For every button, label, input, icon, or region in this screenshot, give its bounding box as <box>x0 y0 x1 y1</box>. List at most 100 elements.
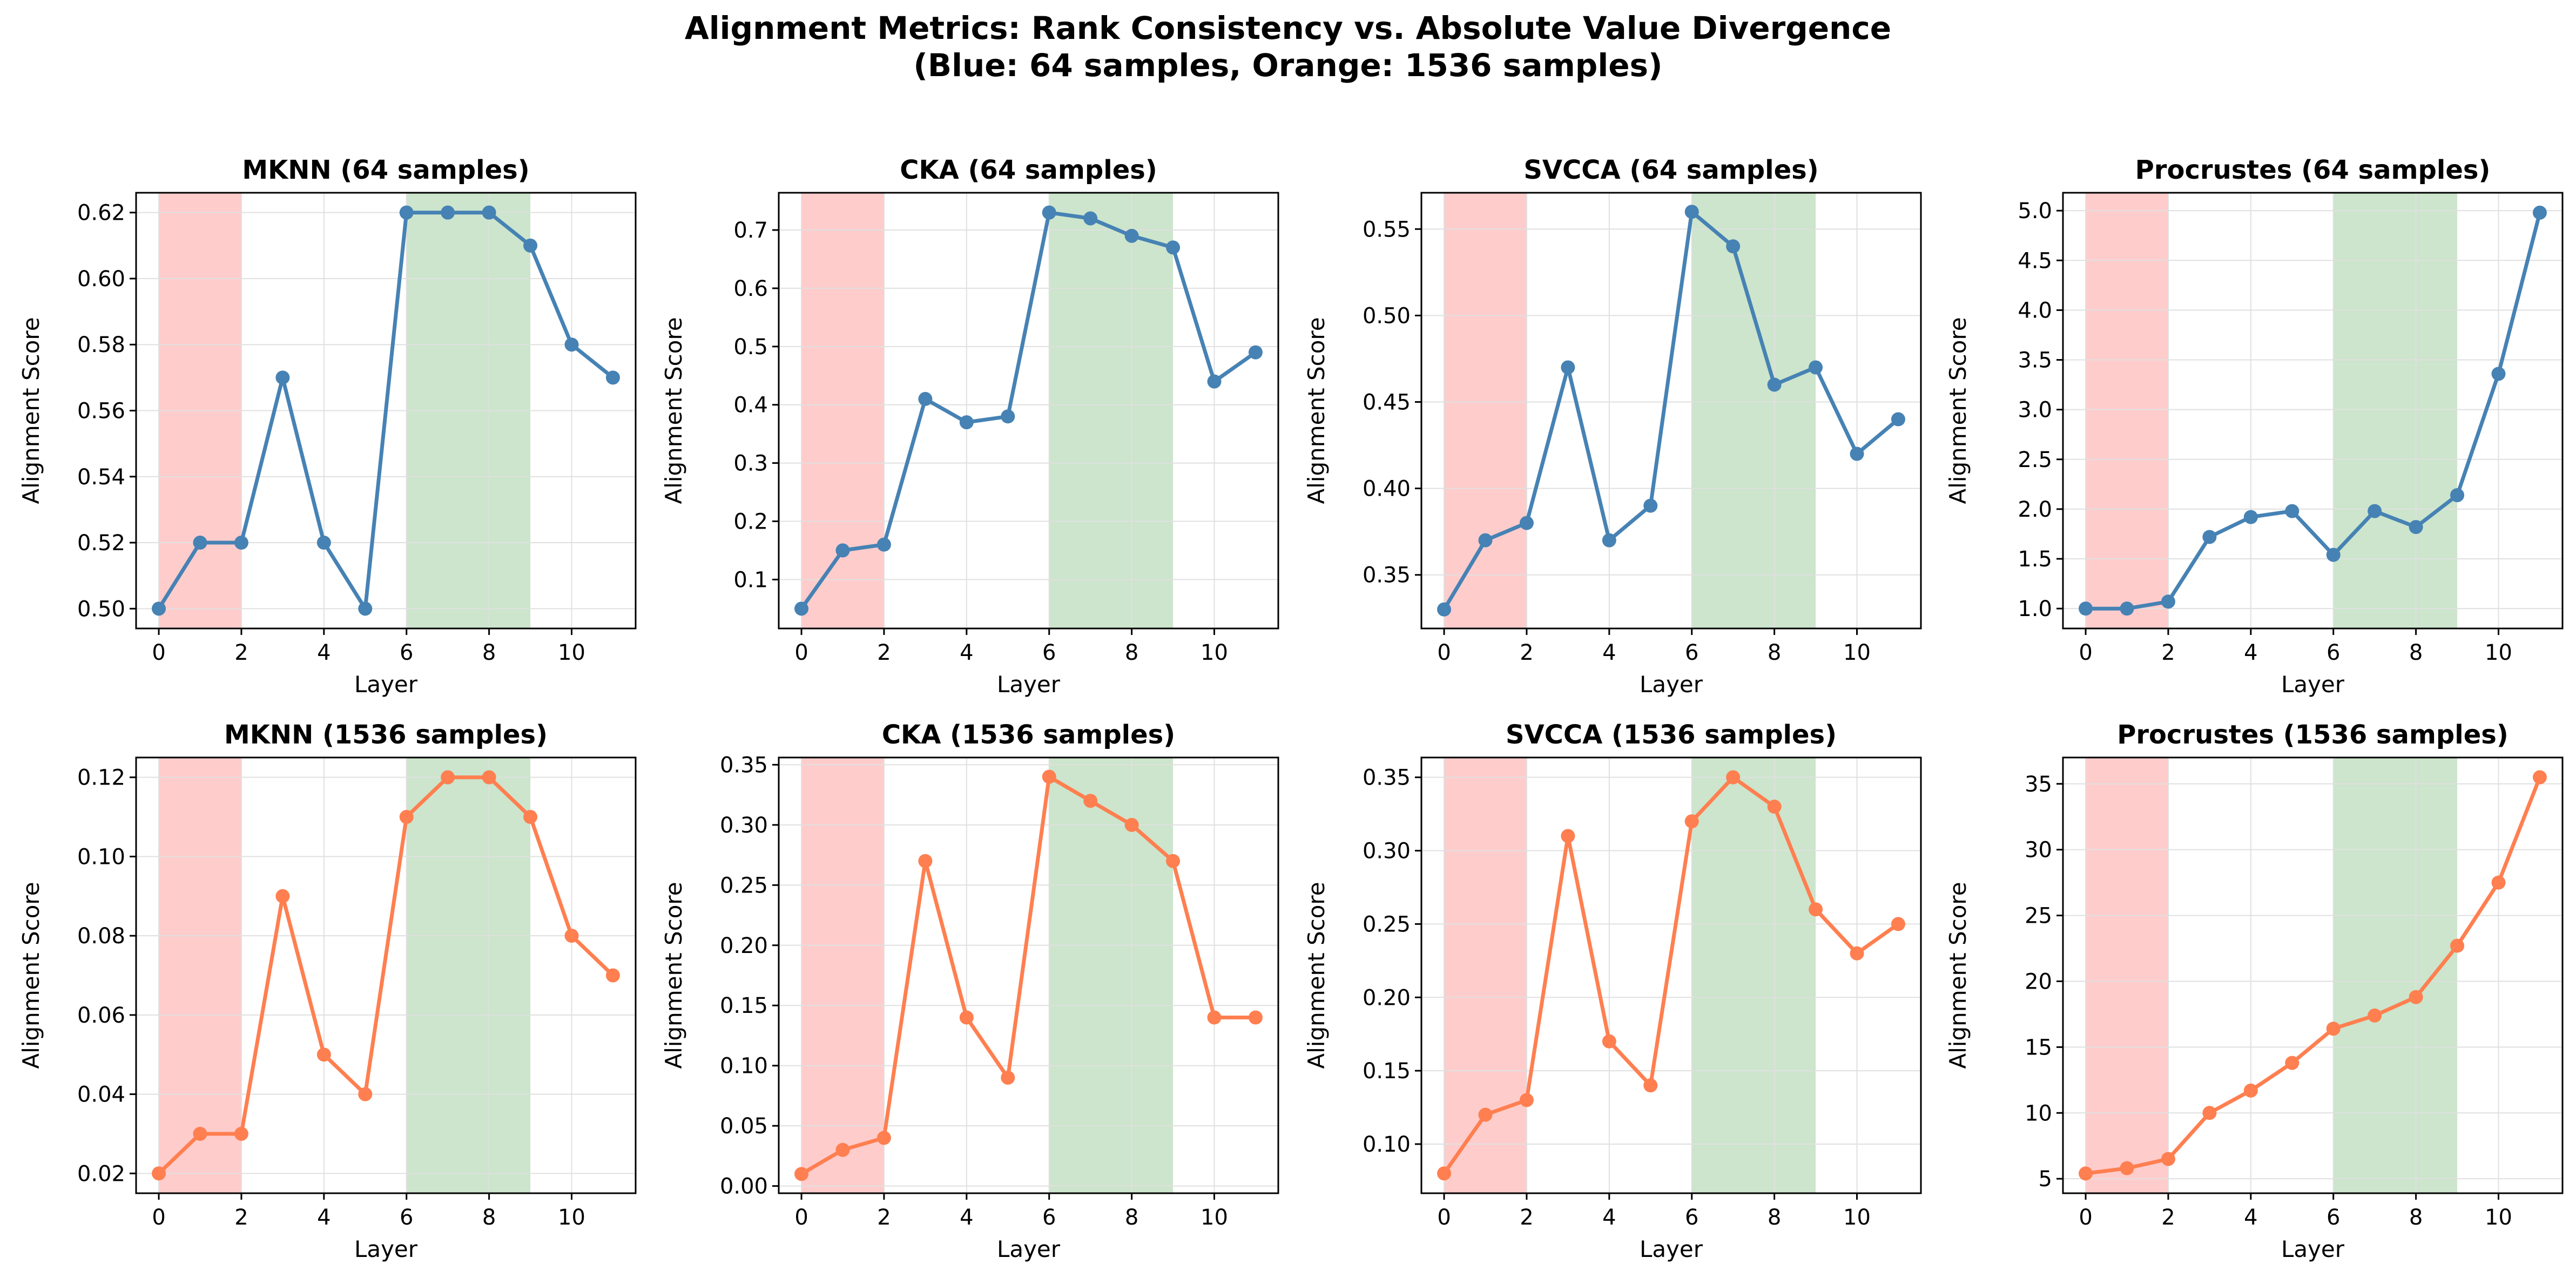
y-axis-label: Alignment Score <box>660 317 687 504</box>
y-tick-label: 0.62 <box>77 201 125 226</box>
subplot-title: SVCCA (1536 samples) <box>1506 720 1837 750</box>
x-tick-label: 0 <box>152 640 165 665</box>
data-point <box>1207 374 1222 389</box>
x-tick-label: 4 <box>1602 640 1616 665</box>
y-tick-label: 5 <box>2039 1167 2052 1192</box>
x-tick-label: 2 <box>2161 640 2175 665</box>
x-tick-label: 8 <box>1768 1205 1781 1230</box>
x-tick-label: 10 <box>558 640 585 665</box>
y-tick-label: 35 <box>2025 772 2052 797</box>
subplot: 0 2 4 6 8 10 0.10 0.15 0.20 0.25 0.30 0.35 SVCCA (15… <box>1303 720 1922 1262</box>
y-tick-label: 0.00 <box>720 1174 768 1199</box>
y-tick-label: 0.7 <box>733 218 768 243</box>
x-tick-label: 10 <box>1843 1205 1871 1230</box>
data-point <box>2161 1152 2175 1166</box>
x-tick-label: 0 <box>1437 1205 1451 1230</box>
series-line <box>1442 775 1900 1175</box>
data-point <box>1437 1166 1452 1181</box>
x-axis-label: Layer <box>2281 671 2345 698</box>
x-tick-label: 6 <box>1042 1205 1056 1230</box>
shaded-region-red <box>2086 758 2168 1193</box>
data-point <box>1602 1034 1616 1049</box>
data-point <box>1809 902 1823 917</box>
x-tick-label: 2 <box>877 1205 891 1230</box>
data-point <box>2368 504 2382 518</box>
data-point <box>399 205 414 220</box>
x-axis-label: Layer <box>997 671 1061 698</box>
x-tick-label: 6 <box>1685 640 1698 665</box>
data-point <box>1124 817 1139 832</box>
data-point <box>1767 377 1782 392</box>
y-tick-label: 0.58 <box>77 333 125 357</box>
x-tick-label: 4 <box>2244 1205 2257 1230</box>
data-point <box>523 238 538 253</box>
x-axis-label: Layer <box>1640 1236 1703 1262</box>
data-point <box>1042 205 1056 220</box>
axes-frame <box>1420 192 1922 630</box>
subplot-title: MKNN (64 samples) <box>242 155 529 185</box>
shaded-region-green <box>1049 758 1174 1193</box>
data-point <box>358 601 373 616</box>
x-tick-label: 10 <box>558 1205 585 1230</box>
data-point <box>1684 205 1699 219</box>
data-point <box>918 854 933 868</box>
data-point <box>234 1126 248 1141</box>
y-tick-label: 0.40 <box>1363 477 1411 502</box>
y-tick-label: 0.30 <box>720 813 768 838</box>
data-point <box>2161 594 2175 609</box>
shaded-region-red <box>159 758 241 1193</box>
y-tick-label: 0.04 <box>77 1083 125 1107</box>
data-point <box>2326 547 2341 562</box>
x-tick-label: 4 <box>960 640 973 665</box>
data-point <box>2409 520 2423 535</box>
data-point <box>234 536 248 550</box>
shaded-region-green <box>406 758 531 1193</box>
y-tick-label: 0.6 <box>733 276 768 301</box>
data-point <box>959 1010 974 1025</box>
x-tick-label: 2 <box>1520 640 1533 665</box>
shaded-region-green <box>1049 193 1174 628</box>
data-point <box>1519 1093 1534 1107</box>
shaded-region-red <box>2086 193 2168 628</box>
data-point <box>605 370 620 385</box>
subplot: 0 2 4 6 8 10 0.50 0.52 0.54 0.56 0.58 0.60 0.62 MKNN … <box>18 155 637 698</box>
data-point <box>2368 1008 2382 1023</box>
y-tick-label: 0.4 <box>733 393 768 418</box>
subplot: 0 2 4 6 8 10 0.02 0.04 0.06 0.08 0.10 0.12 MKNN (153… <box>18 720 637 1262</box>
shaded-region-green <box>2333 758 2458 1193</box>
x-tick-label: 4 <box>2244 640 2257 665</box>
x-tick-label: 6 <box>400 1205 413 1230</box>
x-tick-label: 6 <box>1685 1205 1698 1230</box>
y-tick-label: 3.5 <box>2018 348 2052 373</box>
data-point <box>794 601 809 616</box>
data-point <box>1248 345 1263 360</box>
y-tick-label: 0.20 <box>1363 985 1411 1010</box>
data-point <box>316 1047 331 1062</box>
data-point <box>2202 530 2217 544</box>
y-tick-label: 5.0 <box>2018 199 2052 224</box>
data-point <box>1083 211 1098 226</box>
x-tick-label: 2 <box>234 1205 248 1230</box>
y-tick-label: 0.25 <box>720 873 768 898</box>
data-point <box>399 810 414 824</box>
x-tick-label: 8 <box>2409 1205 2423 1230</box>
subplot-grid: 0 2 4 6 8 100.500.520.540.560.580.600.62MKNN … <box>18 155 2564 1262</box>
subplot-title: SVCCA (64 samples) <box>1523 155 1818 185</box>
y-tick-label: 0.55 <box>1363 217 1411 242</box>
data-point <box>1248 1010 1263 1025</box>
y-tick-label: 0.08 <box>77 924 125 949</box>
y-tick-label: 0.35 <box>720 753 768 777</box>
x-tick-label: 6 <box>2327 640 2340 665</box>
data-point <box>152 1166 166 1181</box>
y-tick-label: 0.10 <box>77 844 125 869</box>
data-point <box>482 205 496 220</box>
data-point <box>482 770 496 785</box>
x-tick-label: 6 <box>2327 1205 2340 1230</box>
data-point <box>1891 412 1905 427</box>
y-axis-label: Alignment Score <box>1303 882 1330 1069</box>
data-point <box>441 770 455 785</box>
x-tick-label: 8 <box>482 1205 496 1230</box>
data-point <box>918 391 933 406</box>
axes-frame <box>778 756 1279 1194</box>
